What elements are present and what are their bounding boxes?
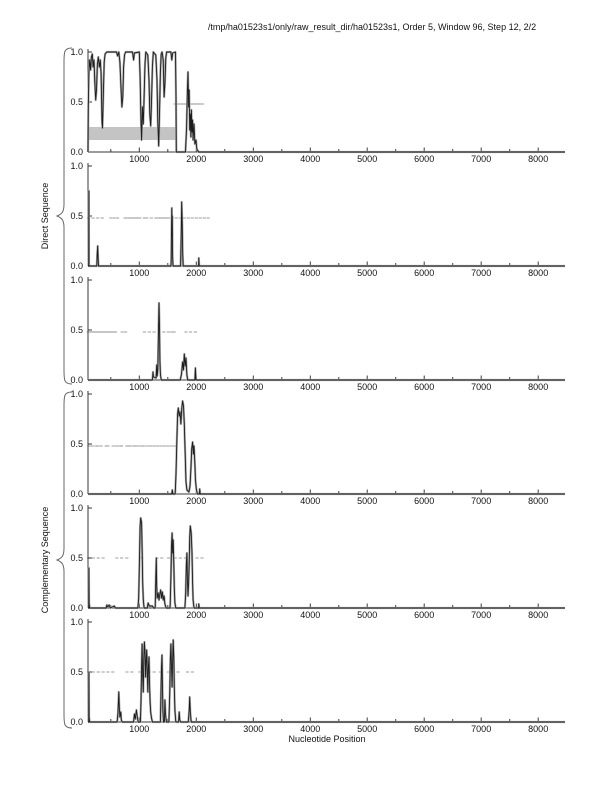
probability-curve <box>88 400 565 495</box>
y-tick-label: 0.5 <box>70 325 83 335</box>
x-tick-label: 8000 <box>528 496 548 506</box>
probability-curve <box>88 517 565 609</box>
x-tick-label: 2000 <box>186 154 206 164</box>
x-tick-label: 3000 <box>243 610 263 620</box>
x-tick-label: 6000 <box>414 268 434 278</box>
x-tick-label: 2000 <box>186 268 206 278</box>
y-tick-label: 0.0 <box>70 261 83 271</box>
complementary-sequence-brace <box>55 391 73 729</box>
x-tick-label: 5000 <box>357 610 377 620</box>
x-tick-label: 7000 <box>471 496 491 506</box>
x-tick-label: 3000 <box>243 724 263 734</box>
y-tick-label: 0.5 <box>70 97 83 107</box>
x-tick-label: 4000 <box>300 610 320 620</box>
x-tick-label: 6000 <box>414 724 434 734</box>
y-tick-label: 0.0 <box>70 603 83 613</box>
x-tick-label: 2000 <box>186 382 206 392</box>
highlight-band <box>88 127 177 140</box>
x-tick-label: 4000 <box>300 496 320 506</box>
y-tick-label: 1.0 <box>70 275 83 285</box>
x-tick-label: 3000 <box>243 154 263 164</box>
y-tick-label: 1.0 <box>70 503 83 513</box>
complementary-sequence-label: Complementary Sequence <box>40 506 50 614</box>
panel-complementary-frame-3: 0.0 0.5 1.0 1000 2000 3000 4000 5000 6000 7000 800… <box>70 617 565 734</box>
y-tick-label: 0.5 <box>70 553 83 563</box>
direct-sequence-brace <box>55 47 73 385</box>
y-tick-label: 1.0 <box>70 47 83 57</box>
x-tick-label: 4000 <box>300 382 320 392</box>
x-tick-label: 1000 <box>129 382 149 392</box>
y-tick-label: 0.0 <box>70 375 83 385</box>
y-tick-label: 0.5 <box>70 211 83 221</box>
plot-title: /tmp/ha01523s1/only/raw_result_dir/ha015… <box>207 22 537 32</box>
panel-direct-frame-1: 0.0 0.5 1.0 1000 2000 3000 4000 5000 6000 7000 800… <box>70 47 565 164</box>
x-tick-label: 5000 <box>357 724 377 734</box>
x-tick-label: 2000 <box>186 496 206 506</box>
y-tick-label: 0.0 <box>70 717 83 727</box>
panel-complementary-frame-1: 0.0 0.5 1.0 1000 2000 3000 4000 5000 6000 7000 800… <box>70 389 565 506</box>
x-tick-label: 3000 <box>243 496 263 506</box>
direct-sequence-label: Direct Sequence <box>40 182 50 250</box>
x-tick-label: 1000 <box>129 496 149 506</box>
x-tick-label: 7000 <box>471 610 491 620</box>
x-tick-label: 2000 <box>186 724 206 734</box>
x-axis-title: Nucleotide Position <box>288 734 366 744</box>
panel-direct-frame-3: 0.0 0.5 1.0 1000 2000 3000 4000 5000 6000 7000 800… <box>70 275 565 392</box>
y-tick-label: 0.5 <box>70 439 83 449</box>
x-tick-label: 7000 <box>471 154 491 164</box>
x-tick-label: 1000 <box>129 268 149 278</box>
probability-curve <box>88 190 565 267</box>
x-tick-label: 5000 <box>357 268 377 278</box>
y-tick-label: 1.0 <box>70 161 83 171</box>
x-tick-label: 7000 <box>471 382 491 392</box>
x-tick-label: 8000 <box>528 610 548 620</box>
probability-curve-shadow <box>87 638 565 724</box>
x-tick-label: 2000 <box>186 610 206 620</box>
panel-direct-frame-2: 0.0 0.5 1.0 1000 2000 3000 4000 5000 6000 7000 800… <box>70 161 565 278</box>
x-tick-label: 6000 <box>414 496 434 506</box>
x-tick-label: 8000 <box>528 382 548 392</box>
x-tick-label: 6000 <box>414 610 434 620</box>
y-tick-label: 0.0 <box>70 489 83 499</box>
x-tick-label: 5000 <box>357 382 377 392</box>
probability-curve <box>88 639 565 723</box>
y-tick-label: 0.5 <box>70 667 83 677</box>
x-tick-label: 1000 <box>129 610 149 620</box>
probability-curve <box>87 51 565 153</box>
x-tick-label: 6000 <box>414 382 434 392</box>
y-tick-label: 0.0 <box>70 147 83 157</box>
y-tick-label: 1.0 <box>70 389 83 399</box>
x-tick-label: 8000 <box>528 268 548 278</box>
x-tick-label: 8000 <box>528 154 548 164</box>
x-tick-label: 4000 <box>300 724 320 734</box>
x-tick-label: 5000 <box>357 154 377 164</box>
y-tick-label: 1.0 <box>70 617 83 627</box>
probability-curve <box>88 302 565 381</box>
x-tick-label: 5000 <box>357 496 377 506</box>
probability-curve-shadow <box>88 399 565 496</box>
x-tick-label: 8000 <box>528 724 548 734</box>
x-tick-label: 4000 <box>300 268 320 278</box>
x-tick-label: 7000 <box>471 724 491 734</box>
x-tick-label: 1000 <box>129 154 149 164</box>
x-tick-label: 1000 <box>129 724 149 734</box>
panel-complementary-frame-2: 0.0 0.5 1.0 1000 2000 3000 4000 5000 6000 7000 800… <box>70 503 565 620</box>
x-tick-label: 3000 <box>243 268 263 278</box>
probability-curve-shadow <box>87 189 565 268</box>
x-tick-label: 3000 <box>243 382 263 392</box>
x-tick-label: 4000 <box>300 154 320 164</box>
x-tick-label: 6000 <box>414 154 434 164</box>
x-tick-label: 7000 <box>471 268 491 278</box>
